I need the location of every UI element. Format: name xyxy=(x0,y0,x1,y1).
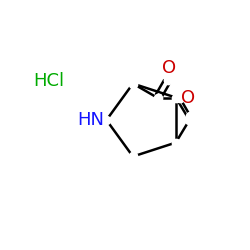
Text: HCl: HCl xyxy=(34,72,65,90)
Text: HN: HN xyxy=(77,111,104,129)
Text: O: O xyxy=(162,59,176,77)
Text: O: O xyxy=(181,89,195,107)
